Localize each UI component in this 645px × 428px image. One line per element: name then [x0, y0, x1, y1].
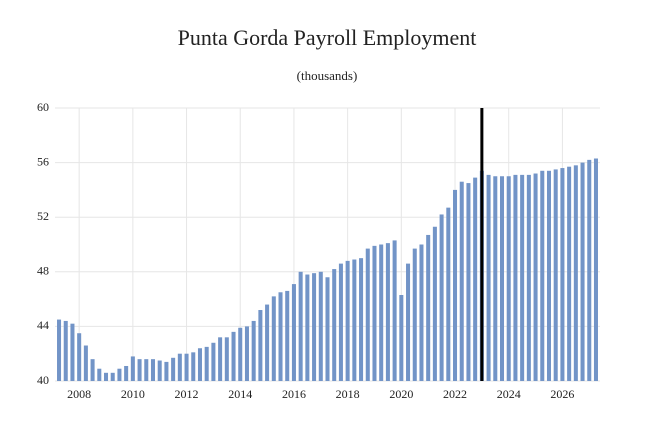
bar	[117, 368, 122, 381]
y-tick-label: 44	[37, 318, 49, 332]
bar	[332, 269, 337, 381]
bar	[278, 292, 283, 381]
bar	[372, 245, 377, 381]
bar	[298, 271, 303, 381]
bar	[164, 361, 169, 381]
bar	[204, 346, 209, 381]
bar	[359, 258, 364, 381]
bar	[406, 263, 411, 381]
bar	[251, 320, 256, 381]
bar	[587, 159, 592, 381]
bar	[265, 304, 270, 381]
bar	[238, 327, 243, 381]
x-tick-label: 2018	[336, 387, 360, 401]
bar	[506, 176, 511, 381]
x-tick-label: 2022	[443, 387, 467, 401]
x-tick-label: 2016	[282, 387, 306, 401]
bar	[439, 214, 444, 381]
bar	[90, 359, 95, 381]
bar	[593, 158, 598, 381]
bar	[473, 177, 478, 381]
y-tick-label: 52	[37, 209, 49, 223]
bar	[546, 170, 552, 381]
bar	[432, 226, 437, 381]
bar	[124, 365, 129, 381]
bar	[231, 331, 236, 381]
bar	[365, 248, 370, 381]
bar	[218, 337, 223, 381]
chart-subtitle: (thousands)	[297, 68, 358, 83]
bar	[520, 174, 525, 381]
bar	[224, 337, 229, 381]
bar	[573, 165, 578, 381]
bar	[137, 359, 142, 381]
x-tick-label: 2012	[175, 387, 199, 401]
bar	[466, 183, 471, 381]
bar	[419, 244, 424, 381]
bar	[392, 240, 397, 381]
bar	[318, 271, 323, 381]
bar	[258, 310, 263, 381]
bar	[171, 357, 176, 381]
bar	[103, 372, 109, 381]
bar	[184, 353, 189, 381]
x-tick-label: 2010	[121, 387, 145, 401]
x-tick-label: 2026	[550, 387, 574, 401]
bar	[399, 295, 404, 381]
bar	[144, 359, 149, 381]
bar	[191, 352, 196, 381]
bar	[211, 342, 216, 381]
bar	[97, 368, 102, 381]
bar	[560, 168, 565, 381]
bar	[540, 170, 545, 381]
bar	[513, 174, 518, 381]
y-tick-label: 56	[37, 154, 49, 168]
bar	[130, 356, 135, 381]
bar	[63, 320, 68, 381]
bar	[553, 169, 558, 381]
bar	[197, 348, 202, 381]
bar	[567, 166, 572, 381]
bar	[499, 176, 505, 381]
bar	[493, 176, 498, 381]
bar	[459, 181, 464, 381]
bar	[291, 284, 296, 381]
bar	[177, 353, 182, 381]
x-tick-label: 2008	[67, 387, 91, 401]
bar	[157, 360, 162, 381]
x-tick-label: 2020	[389, 387, 413, 401]
bar	[244, 326, 249, 381]
bar	[446, 207, 451, 381]
bar	[385, 243, 390, 381]
y-tick-label: 60	[37, 100, 49, 114]
bar	[271, 296, 276, 381]
bar	[77, 333, 82, 381]
bar	[110, 372, 115, 381]
bar	[83, 345, 88, 381]
bar	[312, 273, 317, 381]
bar	[426, 234, 431, 381]
bar	[285, 290, 290, 381]
x-tick-label: 2024	[497, 387, 521, 401]
bar	[325, 277, 330, 381]
bar	[379, 244, 384, 381]
bar	[345, 260, 350, 381]
bar	[533, 173, 538, 381]
y-tick-label: 40	[37, 373, 49, 387]
bar	[150, 359, 156, 381]
chart-title: Punta Gorda Payroll Employment	[178, 25, 477, 50]
bar	[352, 259, 357, 381]
bar	[412, 248, 417, 381]
bar	[70, 323, 75, 381]
bar	[526, 174, 531, 381]
bar	[57, 319, 62, 381]
bar	[305, 274, 310, 381]
x-tick-label: 2014	[228, 387, 252, 401]
bar	[453, 189, 458, 381]
bar	[580, 162, 585, 381]
bar	[338, 263, 343, 381]
bar	[486, 174, 491, 381]
y-tick-label: 48	[37, 264, 49, 278]
